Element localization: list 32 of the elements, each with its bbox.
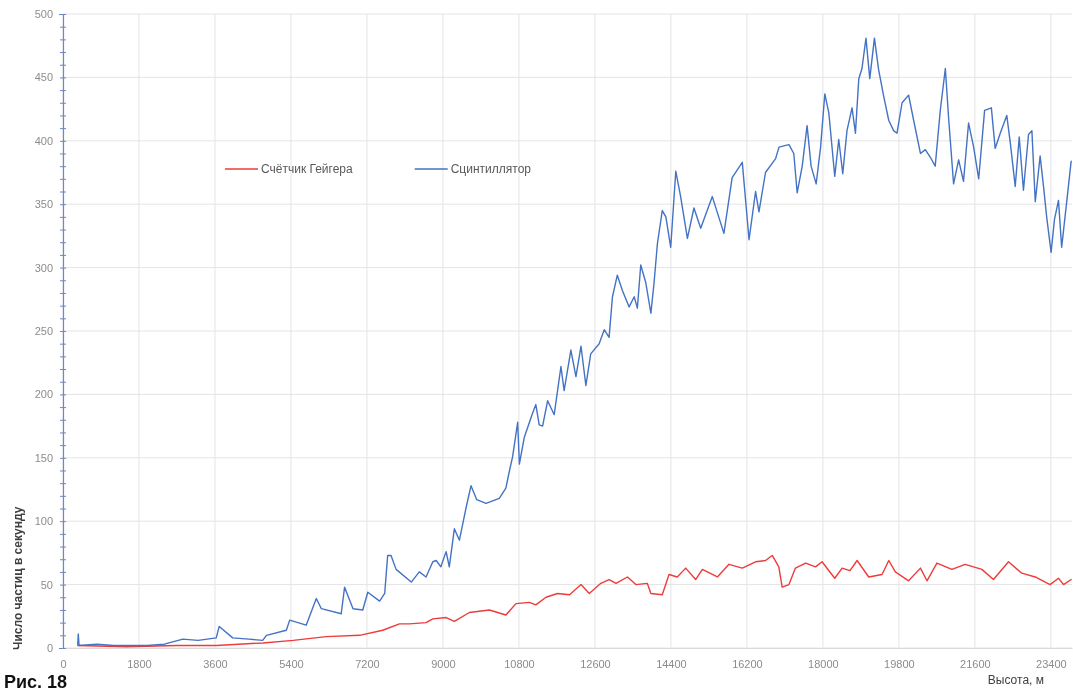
- x-tick-label: 14400: [656, 657, 687, 670]
- x-axis-title: Высота, м: [987, 673, 1044, 687]
- text: Рис. 18: [4, 672, 68, 691]
- x-tick-label: 16200: [732, 657, 763, 670]
- x-tick-label: 1800: [127, 657, 152, 670]
- x-tick-label: 7200: [355, 657, 380, 670]
- y-tick-label: 500: [34, 8, 53, 21]
- x-tick-label: 19800: [884, 657, 915, 670]
- x-tick-label: 3600: [203, 657, 228, 670]
- x-tick-label: 23400: [1036, 657, 1067, 670]
- x-tick-label: 18000: [808, 657, 839, 670]
- x-tick-label: 12600: [580, 657, 611, 670]
- y-axis-title: Число частиц в секунду: [11, 506, 25, 650]
- y-tick-label: 450: [34, 71, 53, 84]
- y-tick-label: 0: [46, 642, 53, 655]
- x-tick-label: 9000: [431, 657, 456, 670]
- y-tick-label: 150: [34, 451, 53, 464]
- y-tick-label: 50: [40, 578, 53, 591]
- line-series: [77, 554, 1072, 648]
- legend-label: Сцинтиллятор: [450, 162, 532, 176]
- legend-label: Счётчик Гейгера: [261, 162, 354, 176]
- line-series: [77, 37, 1072, 647]
- x-tick-label: 0: [60, 657, 67, 670]
- y-tick-label: 250: [34, 325, 53, 338]
- y-tick-label: 350: [34, 198, 53, 211]
- y-tick-label: 400: [34, 134, 53, 147]
- x-tick-label: 21600: [960, 657, 991, 670]
- y-tick-label: 100: [34, 515, 53, 528]
- y-tick-label: 300: [34, 261, 53, 274]
- x-tick-label: 10800: [504, 657, 535, 670]
- y-tick-label: 200: [34, 388, 53, 401]
- x-tick-label: 5400: [279, 657, 304, 670]
